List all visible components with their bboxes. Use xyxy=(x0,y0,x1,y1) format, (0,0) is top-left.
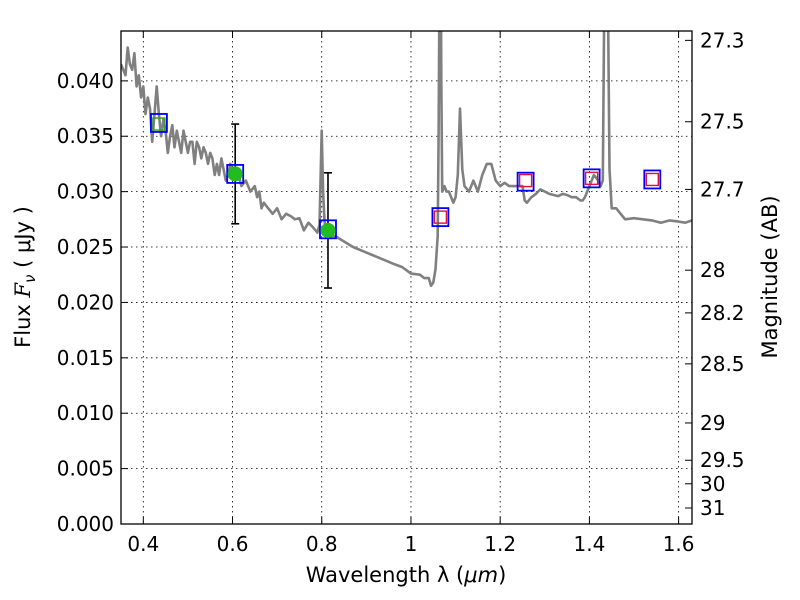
model-photometry-box xyxy=(150,113,168,133)
magnitude-axis-label: Magnitude (AB) xyxy=(758,195,782,358)
model-photometry-box xyxy=(319,219,337,240)
y-tick-label: 0.000 xyxy=(57,512,114,536)
observed-flux-marker xyxy=(584,171,599,186)
magnitude-tick-label: 29 xyxy=(700,411,725,435)
x-tick-label: 1 xyxy=(405,532,418,556)
plot-layer xyxy=(121,31,692,289)
observed-flux-marker xyxy=(645,172,659,187)
magnitude-tick-label: 31 xyxy=(700,496,725,520)
x-axis-label: Wavelength λ (μm) xyxy=(306,563,507,587)
magnitude-tick-label: 28.5 xyxy=(700,352,745,376)
y-axis-label: Flux Fν ( μJy ) xyxy=(11,206,39,348)
x-tick-label: 1.6 xyxy=(663,532,695,556)
magnitude-tick-label: 29.5 xyxy=(700,448,745,472)
model-photometry-box xyxy=(643,169,662,190)
detected-flux-point xyxy=(227,166,243,182)
model-spectrum-line xyxy=(121,31,692,288)
y-tick-label: 0.015 xyxy=(57,346,114,370)
y-tick-label: 0.025 xyxy=(57,235,114,259)
observed-flux-marker xyxy=(152,117,166,131)
observed-flux-marker xyxy=(433,210,448,224)
y-tick-label: 0.040 xyxy=(57,69,114,93)
detected-flux-point xyxy=(320,222,336,238)
y-tick-label: 0.005 xyxy=(57,457,114,481)
x-tick-label: 0.4 xyxy=(127,532,159,556)
model-photometry-box xyxy=(582,168,601,189)
magnitude-tick-label: 27.3 xyxy=(700,28,745,52)
tick-layer: 0.4 0.6 0.8 1 1.2 1.4 1.6 0.000 0.005 0.010 0.015 0… xyxy=(57,28,745,556)
magnitude-tick-label: 28 xyxy=(700,258,725,282)
magnitude-tick-label: 27.5 xyxy=(700,110,745,134)
x-tick-label: 0.8 xyxy=(306,532,338,556)
x-tick-label: 1.4 xyxy=(573,532,605,556)
x-tick-label: 0.6 xyxy=(217,532,249,556)
model-photometry-box xyxy=(516,171,535,192)
model-photometry-box xyxy=(431,207,450,228)
y-tick-label: 0.030 xyxy=(57,180,114,204)
plot-frame xyxy=(120,30,693,525)
grid-layer xyxy=(121,31,692,524)
y-tick-label: 0.035 xyxy=(57,124,114,148)
model-photometry-box xyxy=(226,164,245,184)
magnitude-tick-label: 27.7 xyxy=(700,177,745,201)
magnitude-tick-label: 30 xyxy=(700,472,725,496)
x-tick-label: 1.2 xyxy=(484,532,516,556)
y-tick-label: 0.020 xyxy=(57,290,114,314)
magnitude-tick-label: 28.2 xyxy=(700,301,745,325)
observed-flux-marker xyxy=(518,173,533,188)
y-tick-label: 0.010 xyxy=(57,401,114,425)
